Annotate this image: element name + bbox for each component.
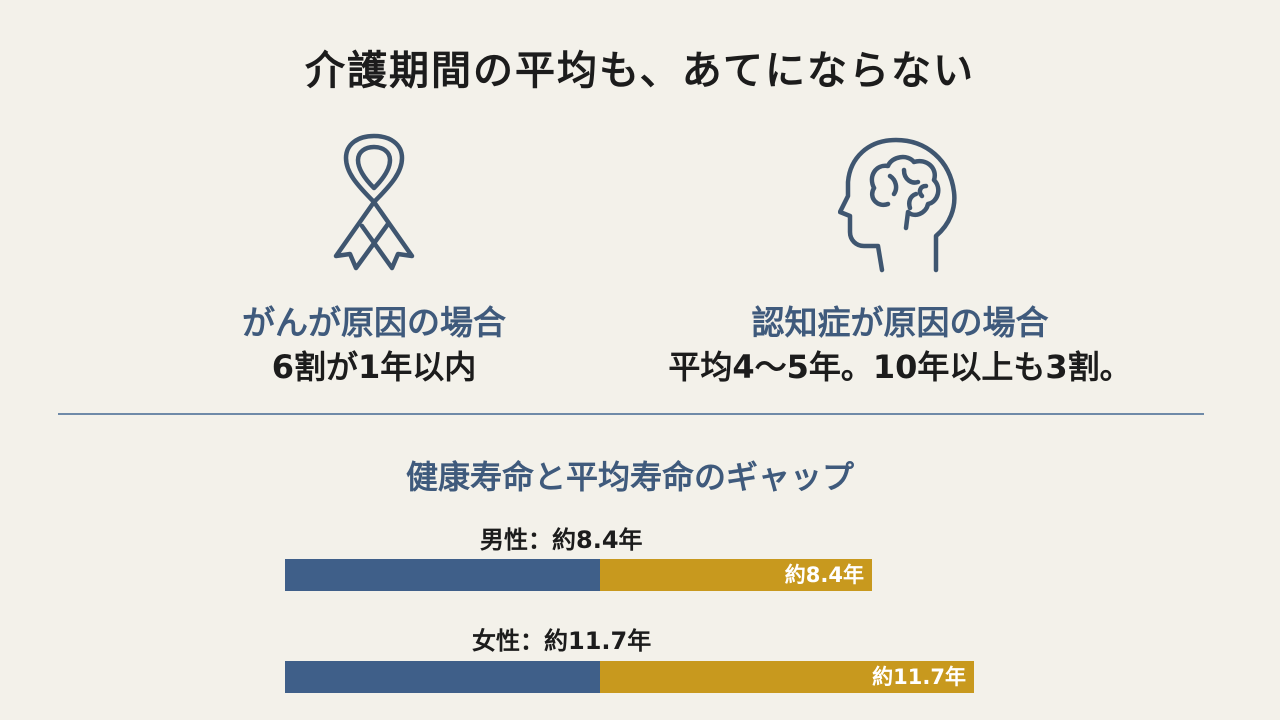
- male-gap-label: 男性：約8.4年: [480, 526, 643, 554]
- section-divider: [58, 413, 1204, 415]
- male-healthy-segment: [285, 559, 600, 591]
- page-title: 介護期間の平均も、あてにならない: [305, 48, 975, 94]
- cause-cancer-heading: がんが原因の場合: [242, 303, 506, 342]
- cause-dementia-heading: 認知症が原因の場合: [751, 303, 1049, 342]
- cause-dementia-value: 平均4〜5年。10年以上も3割。: [668, 348, 1132, 386]
- female-gap-segment: 約11.7年: [600, 661, 974, 693]
- male-gap-segment: 約8.4年: [600, 559, 872, 591]
- gap-section-title: 健康寿命と平均寿命のギャップ: [405, 458, 854, 496]
- awareness-ribbon-icon: [322, 132, 426, 274]
- male-gap-bar: 約8.4年: [285, 559, 872, 591]
- female-gap-label: 女性：約11.7年: [472, 627, 652, 655]
- female-gap-bar: 約11.7年: [285, 661, 974, 693]
- head-brain-icon: [838, 136, 960, 274]
- female-gap-bar-label: 約11.7年: [872, 665, 966, 689]
- male-gap-bar-label: 約8.4年: [784, 563, 864, 587]
- cause-cancer-value: 6割が1年以内: [271, 348, 477, 386]
- female-healthy-segment: [285, 661, 600, 693]
